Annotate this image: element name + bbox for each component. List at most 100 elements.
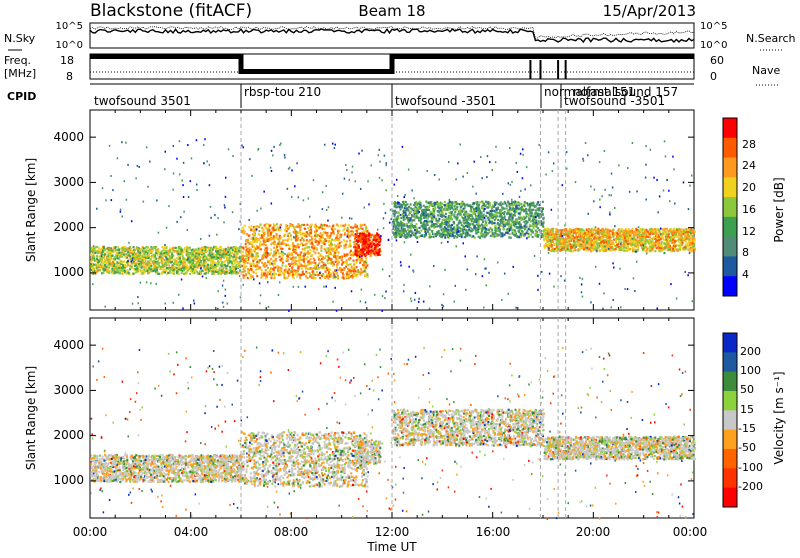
echo-cell: [475, 207, 477, 209]
echo-cell: [463, 226, 465, 228]
echo-cell: [252, 240, 254, 242]
echo-cell: [334, 252, 336, 254]
echo-cell: [344, 232, 346, 234]
echo-cell: [312, 261, 314, 263]
echo-cell: [342, 261, 344, 263]
echo-cell: [337, 275, 339, 277]
echo-cell: [358, 228, 360, 230]
echo-cell: [141, 267, 143, 269]
cpid-panel: CPID twofsound 3501 rbsp-tou 210 twofsou…: [7, 84, 694, 108]
echo-cell: [485, 215, 487, 217]
echo-cell: [530, 234, 532, 236]
echo-cell: [269, 269, 271, 271]
noise-panel-frame: [90, 23, 694, 48]
echo-cell: [250, 269, 252, 271]
echo-cell: [542, 218, 544, 220]
echo-cell: [376, 239, 378, 241]
echo-cell: [193, 258, 195, 260]
echo-cell: [513, 201, 515, 203]
echo-cell: [416, 237, 418, 239]
echo-cell: [163, 254, 165, 256]
echo-cell: [499, 202, 501, 204]
freq-tick-top: 18: [60, 54, 74, 67]
echo-cell: [528, 236, 530, 238]
echo-cell: [269, 263, 271, 265]
echo-cell: [293, 257, 295, 259]
echo-cell: [362, 251, 364, 253]
echo-cell: [344, 225, 346, 227]
freq-label-line1: Freq.: [4, 54, 31, 67]
echo-cell: [520, 219, 522, 221]
echo-cell: [325, 250, 327, 252]
echo-cell: [295, 256, 297, 258]
echo-cell: [127, 250, 129, 252]
echo-cell: [336, 266, 338, 268]
echo-cell: [395, 220, 397, 222]
echo-cell: [154, 265, 156, 267]
echo-cell: [314, 252, 316, 254]
echo-cell: [352, 227, 354, 229]
echo-cell: [357, 270, 359, 272]
echo-cell: [217, 260, 219, 262]
echo-cell: [224, 264, 226, 266]
echo-cell: [195, 258, 197, 260]
echo-cell: [476, 219, 478, 221]
echo-cell: [328, 248, 330, 250]
echo-cell: [242, 274, 244, 276]
echo-cell: [272, 255, 274, 257]
echo-cell: [247, 239, 249, 241]
echo-cell: [486, 232, 488, 234]
echo-cell: [471, 220, 473, 222]
echo-cell: [91, 267, 93, 269]
echo-cell: [308, 260, 310, 262]
echo-cell: [512, 217, 514, 219]
echo-cell: [169, 257, 171, 259]
echo-cell: [461, 224, 463, 226]
echo-cell: [293, 232, 295, 234]
echo-cell: [146, 270, 148, 272]
echo-cell: [484, 233, 486, 235]
echo-cell: [114, 268, 116, 270]
echo-cell: [321, 228, 323, 230]
echo-cell: [255, 258, 257, 260]
echo-cell: [337, 255, 339, 257]
echo-cell: [357, 245, 359, 247]
echo-cell: [191, 254, 193, 256]
echo-cell: [357, 232, 359, 234]
echo-cell: [424, 209, 426, 211]
echo-cell: [449, 201, 451, 203]
echo-cell: [433, 212, 435, 214]
echo-cell: [152, 270, 154, 272]
echo-cell: [309, 225, 311, 227]
echo-cell: [305, 268, 307, 270]
echo-cell: [469, 210, 471, 212]
echo-cell: [269, 260, 271, 262]
echo-cell: [211, 261, 213, 263]
echo-cell: [301, 259, 303, 261]
echo-cell: [350, 226, 352, 228]
echo-cell: [285, 227, 287, 229]
echo-cell: [203, 265, 205, 267]
echo-cell: [242, 227, 244, 229]
echo-cell: [348, 258, 350, 260]
echo-cell: [327, 269, 329, 271]
echo-cell: [456, 203, 458, 205]
echo-cell: [407, 236, 409, 238]
echo-cell: [245, 249, 247, 251]
echo-cell: [456, 214, 458, 216]
echo-cell: [491, 210, 493, 212]
echo-cell: [254, 226, 256, 228]
echo-cell: [166, 264, 168, 266]
echo-cell: [171, 253, 173, 255]
echo-cell: [523, 210, 525, 212]
echo-cell: [267, 233, 269, 235]
echo-cell: [235, 256, 237, 258]
echo-cell: [108, 267, 110, 269]
echo-cell: [264, 264, 266, 266]
echo-cell: [421, 215, 423, 217]
echo-cell: [473, 202, 475, 204]
echo-cell: [298, 254, 300, 256]
echo-cell: [287, 233, 289, 235]
echo-cell: [480, 235, 482, 237]
echo-cell: [323, 266, 325, 268]
